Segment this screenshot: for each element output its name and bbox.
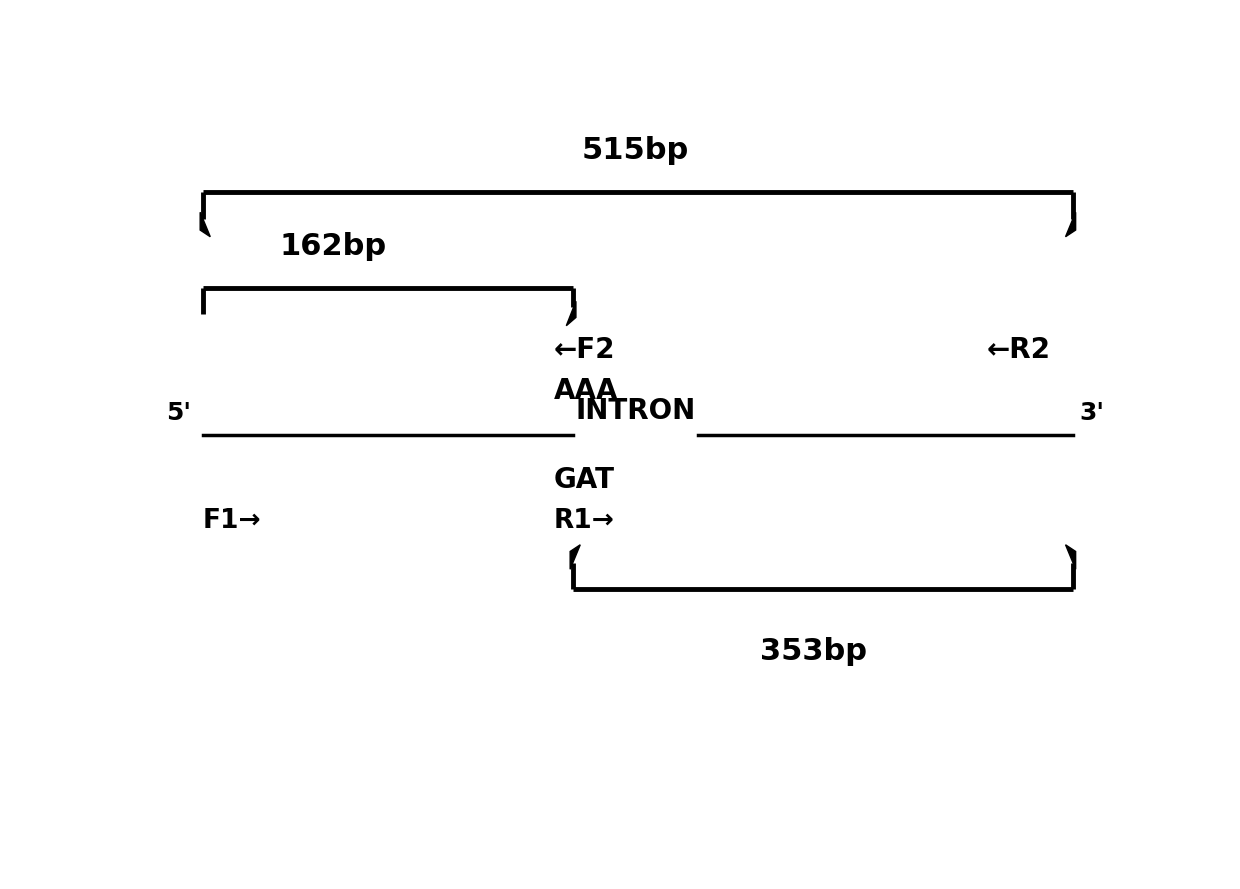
Polygon shape [200, 212, 211, 236]
Text: INTRON: INTRON [575, 397, 696, 425]
Polygon shape [567, 301, 575, 325]
Text: 162bp: 162bp [279, 232, 387, 260]
Text: R1→: R1→ [554, 508, 615, 533]
Polygon shape [1065, 545, 1075, 569]
Text: 5': 5' [166, 401, 191, 425]
Polygon shape [1065, 212, 1075, 236]
Text: F1→: F1→ [203, 508, 262, 533]
Text: 515bp: 515bp [582, 136, 689, 164]
Text: 353bp: 353bp [760, 637, 867, 666]
Text: 3': 3' [1080, 401, 1105, 425]
Text: GAT: GAT [554, 466, 615, 493]
Text: ←F2: ←F2 [554, 336, 615, 364]
Text: ←R2: ←R2 [986, 336, 1050, 364]
Text: AAA: AAA [554, 377, 619, 404]
Polygon shape [570, 545, 580, 569]
